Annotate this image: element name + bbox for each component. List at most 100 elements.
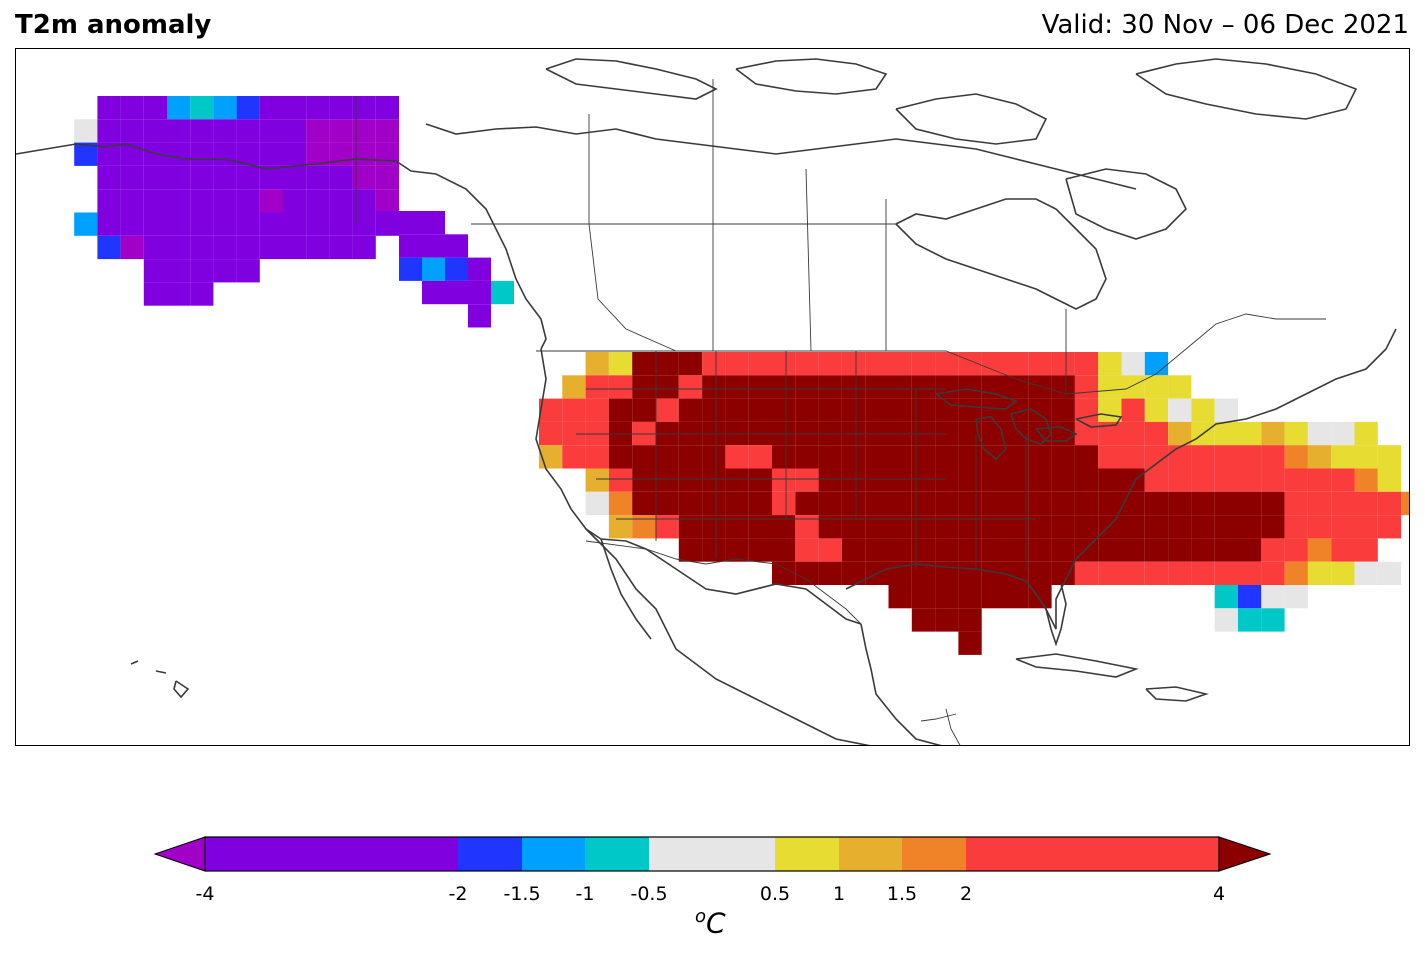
- anomaly-cell: [1284, 538, 1308, 562]
- anomaly-cell: [958, 585, 982, 609]
- anomaly-cell: [329, 235, 353, 260]
- anomaly-cell: [1238, 468, 1262, 492]
- anomaly-cell: [1191, 445, 1215, 469]
- anomaly-cell: [1214, 445, 1238, 469]
- anomaly-cell: [1098, 445, 1122, 469]
- anomaly-cell: [655, 352, 679, 376]
- anomaly-cell: [585, 491, 609, 516]
- anomaly-cell: [1098, 515, 1122, 539]
- anomaly-cell: [213, 189, 237, 213]
- anomaly-cell: [236, 212, 260, 236]
- anomaly-cell: [1098, 352, 1122, 376]
- anomaly-cell: [1168, 468, 1192, 492]
- anomaly-cell: [352, 119, 376, 143]
- anomaly-cell: [795, 491, 819, 516]
- anomaly-cell: [190, 235, 214, 260]
- anomaly-cell: [981, 491, 1005, 516]
- anomaly-cell: [888, 398, 912, 422]
- anomaly-cell: [1214, 468, 1238, 492]
- anomaly-cell: [283, 165, 307, 190]
- anomaly-cell: [1238, 585, 1262, 609]
- anomaly-cell: [399, 211, 422, 235]
- anomaly-cell: [841, 468, 866, 492]
- anomaly-cell: [981, 561, 1005, 585]
- anomaly-cell: [888, 491, 912, 516]
- valid-date-label: Valid: 30 Nov – 06 Dec 2021: [1041, 10, 1409, 40]
- anomaly-cell: [97, 212, 121, 236]
- anomaly-cell: [935, 538, 959, 562]
- anomaly-cell: [375, 189, 399, 213]
- anomaly-cell: [865, 491, 889, 516]
- anomaly-cell: [143, 165, 167, 190]
- anomaly-cell: [935, 468, 959, 492]
- anomaly-cell: [772, 375, 796, 399]
- anomaly-cell: [958, 398, 982, 422]
- anomaly-cell: [167, 119, 191, 143]
- anomaly-cell: [841, 398, 866, 422]
- anomaly-cell: [748, 375, 772, 399]
- anomaly-cell: [725, 468, 749, 492]
- anomaly-cell: [678, 398, 703, 422]
- anomaly-cell: [1144, 445, 1169, 469]
- political-borders: [355, 79, 1326, 745]
- anomaly-cell: [74, 119, 98, 143]
- anomaly-cell: [1121, 491, 1145, 516]
- anomaly-cell: [97, 165, 121, 190]
- anomaly-cell: [283, 142, 307, 166]
- anomaly-cell: [213, 142, 237, 166]
- anomaly-cell: [935, 515, 959, 539]
- anomaly-cell: [1284, 515, 1308, 539]
- anomaly-cell: [329, 189, 353, 213]
- anomaly-cell: [376, 211, 399, 235]
- anomaly-cell: [935, 491, 959, 516]
- anomaly-cell: [911, 352, 936, 376]
- anomaly-cell: [1051, 375, 1075, 399]
- anomaly-cell: [911, 491, 936, 516]
- anomaly-cell: [1307, 561, 1332, 585]
- anomaly-cell: [1144, 421, 1169, 446]
- anomaly-cell: [1284, 421, 1308, 446]
- anomaly-cell: [1238, 421, 1262, 446]
- anomaly-cell: [772, 561, 796, 585]
- anomaly-cell: [1354, 468, 1378, 492]
- anomaly-cell: [329, 165, 353, 190]
- anomaly-cell: [911, 608, 936, 632]
- anomaly-cell: [1074, 561, 1099, 585]
- anomaly-cell: [1354, 538, 1378, 562]
- anomaly-cell: [1354, 421, 1378, 446]
- anomaly-cell: [1098, 561, 1122, 585]
- anomaly-cell: [352, 165, 376, 190]
- anomaly-cell: [772, 352, 796, 376]
- anomaly-cell: [865, 515, 889, 539]
- anomaly-cell: [1121, 445, 1145, 469]
- anomaly-cell: [1191, 491, 1215, 516]
- anomaly-cell: [190, 282, 214, 306]
- anomaly-cell: [632, 375, 656, 399]
- anomaly-cell: [772, 468, 796, 492]
- anomaly-cell: [1214, 491, 1238, 516]
- anomaly-cell: [1144, 538, 1169, 562]
- anomaly-cell: [841, 445, 866, 469]
- anomaly-cell: [725, 352, 749, 376]
- anomaly-cell: [888, 515, 912, 539]
- anomaly-cell: [865, 375, 889, 399]
- anomaly-cell: [422, 234, 445, 258]
- anomaly-cell: [678, 538, 703, 562]
- colorbar-tick-label: 0.5: [759, 883, 791, 905]
- anomaly-cell: [632, 352, 656, 376]
- anomaly-cell: [259, 142, 283, 166]
- anomaly-cell: [1261, 538, 1285, 562]
- anomaly-map: [15, 48, 1410, 746]
- anomaly-cell: [888, 375, 912, 399]
- anomaly-cell: [143, 235, 167, 260]
- anomaly-cell: [1191, 468, 1215, 492]
- anomaly-cell: [772, 398, 796, 422]
- anomaly-cell: [167, 189, 191, 213]
- anomaly-cell: [1098, 398, 1122, 422]
- anomaly-cell: [795, 375, 819, 399]
- anomaly-cell: [1377, 445, 1402, 469]
- anomaly-cell: [702, 375, 726, 399]
- anomaly-cell: [1191, 561, 1215, 585]
- anomaly-cell: [1168, 421, 1192, 446]
- anomaly-cell: [1307, 468, 1332, 492]
